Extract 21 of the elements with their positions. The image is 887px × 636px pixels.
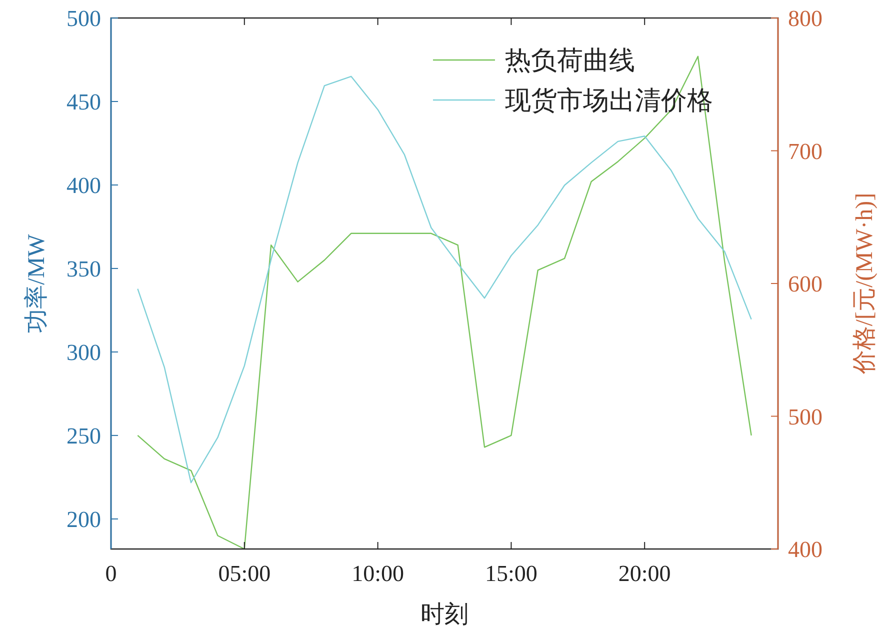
y2-tick-label: 400 <box>788 537 822 562</box>
y-tick-label: 250 <box>66 423 101 448</box>
y-axis-title: 功率/MW <box>23 234 50 333</box>
y2-tick-label: 600 <box>788 272 822 296</box>
y2-tick-label: 800 <box>788 6 822 31</box>
y-tick-label: 200 <box>66 506 101 532</box>
y-tick-label: 350 <box>66 256 101 282</box>
x-tick-label: 15:00 <box>485 561 538 586</box>
y2-tick-label: 700 <box>788 138 822 164</box>
x-tick-label: 05:00 <box>218 561 271 586</box>
x-tick-label: 0 <box>105 561 117 586</box>
legend-label: 热负荷曲线 <box>505 46 635 75</box>
y-tick-label: 400 <box>66 172 101 198</box>
y-tick-label: 450 <box>66 89 101 114</box>
y2-tick-label: 500 <box>788 404 822 430</box>
x-axis-title: 时刻 <box>420 601 468 628</box>
y2-axis-title: 价格/[元/(MW·h)] <box>852 192 878 376</box>
y-tick-label: 300 <box>66 340 101 365</box>
x-tick-label: 20:00 <box>618 561 671 586</box>
x-tick-label: 10:00 <box>352 561 404 586</box>
y-tick-label: 500 <box>66 6 101 31</box>
